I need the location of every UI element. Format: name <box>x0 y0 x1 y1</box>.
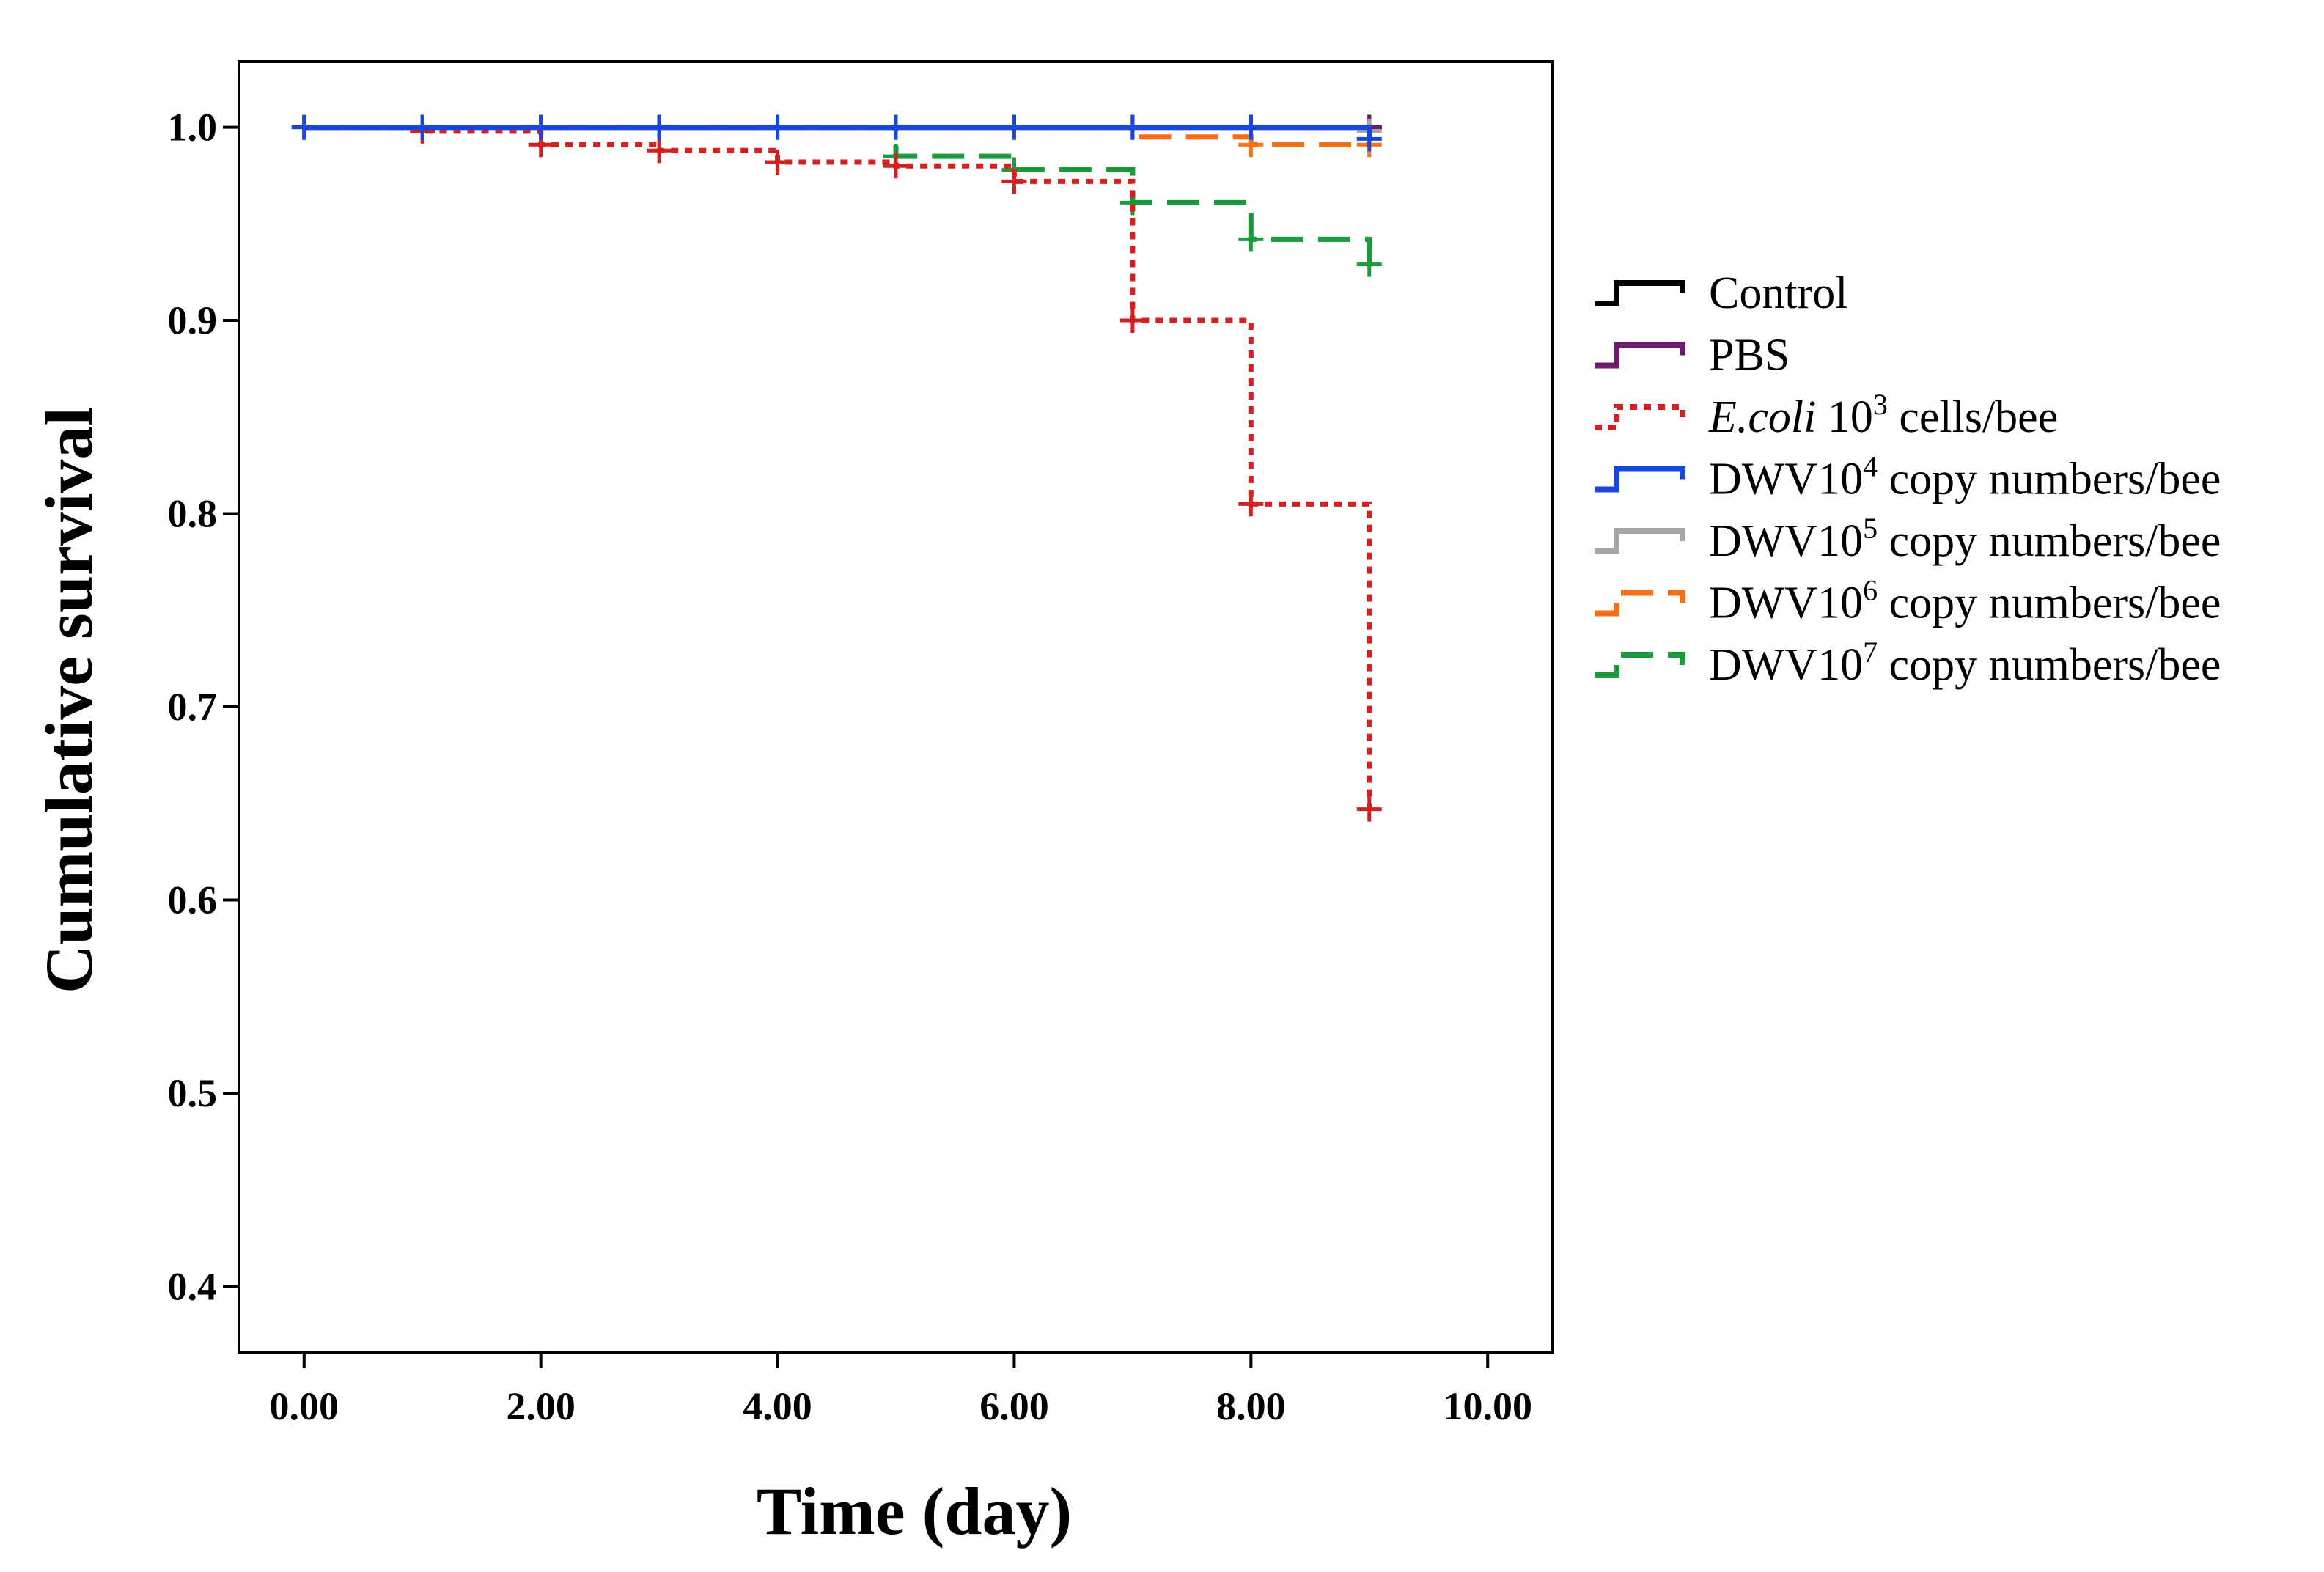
censor-mark <box>1001 169 1027 194</box>
x-axis-title: Time (day) <box>757 1474 1072 1549</box>
legend-item: DWV104 copy numbers/bee <box>1595 450 2221 504</box>
x-tick-label: 4.00 <box>743 1384 812 1428</box>
series-dwv10-4-copy-numbers-bee <box>291 114 1382 152</box>
legend-swatch <box>1595 342 1685 369</box>
plot-frame <box>238 60 1554 1354</box>
legend-swatch <box>1595 652 1685 678</box>
legend-item: DWV107 copy numbers/bee <box>1595 636 2221 690</box>
survival-curve <box>304 125 1369 147</box>
x-tick-label: 0.00 <box>270 1384 339 1428</box>
y-tick-label: 0.7 <box>168 685 218 729</box>
censor-mark <box>647 114 672 140</box>
censor-mark <box>1356 796 1382 822</box>
legend-label: Control <box>1709 268 1847 318</box>
censor-mark <box>647 138 672 164</box>
censor-mark <box>1356 251 1382 277</box>
censor-mark <box>1001 114 1027 140</box>
censor-mark <box>1356 126 1382 152</box>
censor-mark <box>291 114 317 140</box>
censor-mark <box>883 153 908 179</box>
y-tick-label: 1.0 <box>168 106 218 150</box>
x-tick-label: 6.00 <box>979 1384 1049 1428</box>
legend-item: E.coli 103 cells/bee <box>1595 388 2058 442</box>
legend-swatch <box>1595 466 1685 493</box>
censor-mark <box>1119 114 1145 140</box>
y-axis-title: Cumulative survival <box>32 407 106 993</box>
legend-label: DWV106 copy numbers/bee <box>1709 574 2221 628</box>
legend-item: PBS <box>1595 331 1790 381</box>
censor-mark <box>765 150 790 175</box>
x-tick-label: 8.00 <box>1216 1384 1286 1428</box>
legend-label: DWV105 copy numbers/bee <box>1709 512 2221 566</box>
legend-label: DWV104 copy numbers/bee <box>1709 450 2221 504</box>
legend: Control PBS E.coli 103 cells/bee DWV104 cop… <box>1595 268 2221 690</box>
y-tick-label: 0.8 <box>168 492 218 536</box>
legend-swatch <box>1595 404 1685 430</box>
y-tick-label: 0.4 <box>168 1264 218 1308</box>
censor-mark <box>1238 227 1264 252</box>
y-tick-label: 0.5 <box>168 1071 218 1115</box>
series-layer <box>291 114 1382 822</box>
censor-mark <box>765 114 790 140</box>
x-tick-label: 10.00 <box>1443 1384 1532 1428</box>
legend-label: DWV107 copy numbers/bee <box>1709 636 2221 690</box>
censor-mark <box>1119 308 1145 334</box>
x-tick-label: 2.00 <box>506 1384 576 1428</box>
legend-swatch <box>1595 528 1685 554</box>
censor-mark <box>1238 491 1264 517</box>
censor-mark <box>883 114 908 140</box>
y-tick-label: 0.6 <box>168 878 218 922</box>
censor-mark <box>410 114 435 140</box>
censor-mark <box>1238 114 1264 140</box>
censor-mark <box>528 114 554 140</box>
legend-swatch <box>1595 280 1685 306</box>
legend-item: Control <box>1595 268 1847 318</box>
legend-item: DWV106 copy numbers/bee <box>1595 574 2221 628</box>
axis-ticks: 0.4 0.5 0.6 0.7 0.8 0.9 1.0 0.00 2.00 4.00 6.00 8.0… <box>168 106 1532 1428</box>
legend-label: PBS <box>1709 331 1790 381</box>
y-tick-label: 0.9 <box>168 298 218 342</box>
legend-swatch <box>1595 590 1685 617</box>
legend-label: E.coli 103 cells/bee <box>1708 388 2058 442</box>
legend-item: DWV105 copy numbers/bee <box>1595 512 2221 566</box>
